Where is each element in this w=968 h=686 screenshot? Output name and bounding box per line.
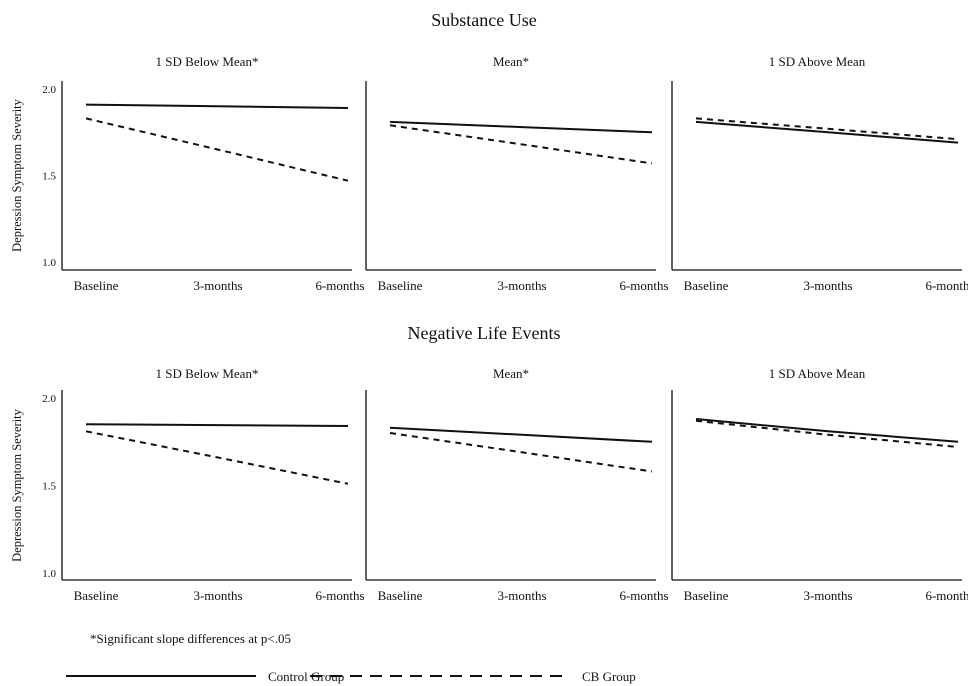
- legend-label-control-group: Control Group: [268, 669, 344, 684]
- series-line-cb-group: [695, 419, 959, 448]
- panel-negative-life-events-1-sd-above-mean: 1 SD Above Mean Baseline 3-months 6-months: [671, 366, 968, 603]
- section-title-substance-use: Substance Use: [431, 10, 536, 30]
- panel-title: 1 SD Below Mean*: [156, 54, 259, 69]
- series-line-control-group: [695, 120, 959, 144]
- panel-title: 1 SD Above Mean: [769, 54, 866, 69]
- section-title-negative-life-events: Negative Life Events: [408, 323, 561, 343]
- x-tick-label-6-months: 6-months: [925, 588, 968, 603]
- panel-substance-use-1-sd-below-mean: 1 SD Below Mean* 1.0 1.5 2.0 Depression Symp…: [10, 54, 365, 293]
- chart-panels: 1 SD Below Mean* 1.0 1.5 2.0 Depression Symp…: [10, 54, 968, 603]
- x-tick-label-6-months: 6-months: [619, 588, 668, 603]
- y-axis-label: Depression Symptom Severity: [10, 98, 24, 252]
- footnote: *Significant slope differences at p<.05: [90, 631, 291, 646]
- y-axis-label: Depression Symptom Severity: [10, 408, 24, 562]
- panel-negative-life-events-1-sd-below-mean: 1 SD Below Mean* 1.0 1.5 2.0 Depression Symp…: [10, 366, 365, 603]
- panel-title: 1 SD Below Mean*: [156, 366, 259, 381]
- series-line-control-group: [389, 120, 653, 134]
- series-line-control-group: [85, 103, 349, 109]
- series-line-cb-group: [695, 117, 959, 141]
- x-tick-label-baseline: Baseline: [74, 278, 119, 293]
- x-tick-label-6-months: 6-months: [619, 278, 668, 293]
- x-tick-label-3-months: 3-months: [193, 278, 242, 293]
- y-tick-label: 2.0: [42, 84, 56, 96]
- x-tick-label-baseline: Baseline: [378, 278, 423, 293]
- y-tick-label: 1.5: [42, 481, 56, 493]
- x-tick-label-6-months: 6-months: [925, 278, 968, 293]
- series-line-control-group: [695, 418, 959, 443]
- y-tick-label: 1.0: [42, 257, 56, 269]
- panel-title: Mean*: [493, 54, 529, 69]
- x-tick-label-3-months: 3-months: [803, 278, 852, 293]
- x-tick-label-3-months: 3-months: [803, 588, 852, 603]
- y-tick-label: 1.5: [42, 171, 56, 183]
- series-line-cb-group: [85, 430, 349, 485]
- panel-negative-life-events-mean: Mean* Baseline 3-months 6-months: [365, 366, 669, 603]
- series-line-control-group: [389, 426, 653, 443]
- panel-substance-use-mean: Mean* Baseline 3-months 6-months: [365, 54, 669, 293]
- legend: Control Group CB Group: [66, 669, 636, 684]
- panel-title: Mean*: [493, 366, 529, 381]
- series-line-control-group: [85, 423, 349, 427]
- panel-substance-use-1-sd-above-mean: 1 SD Above Mean Baseline 3-months 6-months: [671, 54, 968, 293]
- series-line-cb-group: [85, 117, 349, 182]
- x-tick-label-baseline: Baseline: [378, 588, 423, 603]
- y-tick-label: 2.0: [42, 393, 56, 405]
- x-tick-label-baseline: Baseline: [684, 588, 729, 603]
- panel-title: 1 SD Above Mean: [769, 366, 866, 381]
- legend-label-cb-group: CB Group: [582, 669, 636, 684]
- series-line-cb-group: [389, 432, 653, 473]
- x-tick-label-3-months: 3-months: [497, 278, 546, 293]
- series-line-cb-group: [389, 124, 653, 165]
- x-tick-label-3-months: 3-months: [193, 588, 242, 603]
- x-tick-label-baseline: Baseline: [684, 278, 729, 293]
- y-tick-label: 1.0: [42, 568, 56, 580]
- x-tick-label-3-months: 3-months: [497, 588, 546, 603]
- x-tick-label-6-months: 6-months: [315, 278, 364, 293]
- x-tick-label-baseline: Baseline: [74, 588, 119, 603]
- section-titles: Substance Use Negative Life Events: [408, 10, 561, 343]
- x-tick-label-6-months: 6-months: [315, 588, 364, 603]
